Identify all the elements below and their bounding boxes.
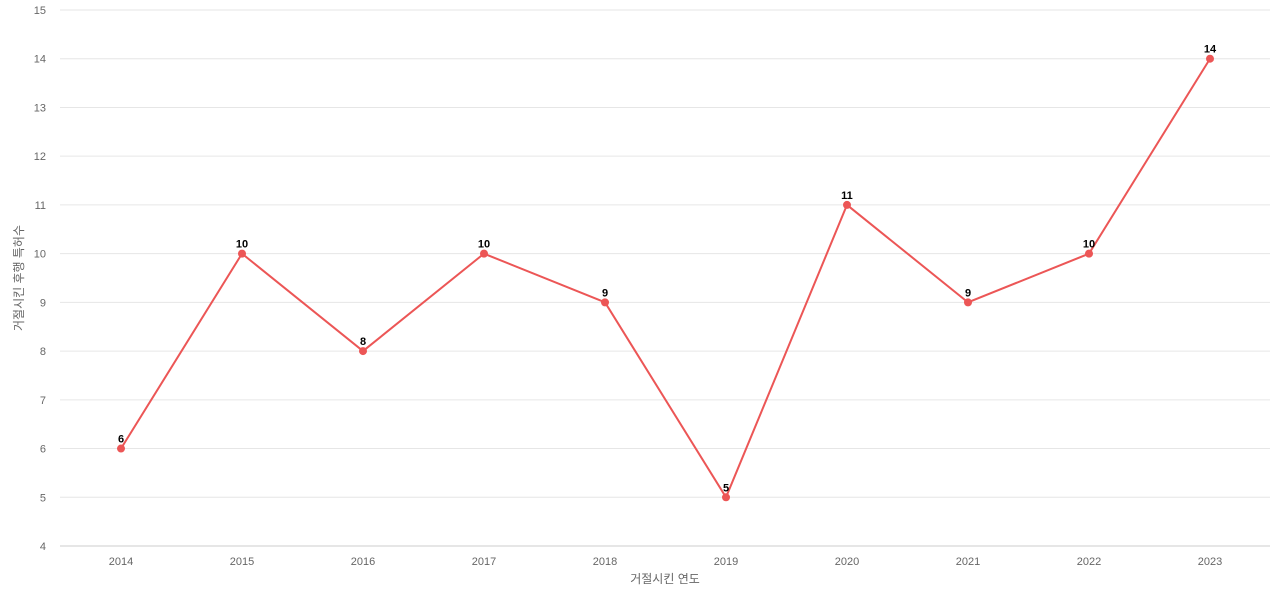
y-axis-ticks: 4 5 6 7 8 9 10 11 12 13 14 15 [34, 5, 46, 553]
data-point[interactable] [843, 200, 851, 209]
data-label: 11 [841, 190, 853, 202]
y-tick-label: 4 [40, 541, 46, 553]
y-tick-label: 8 [40, 346, 46, 358]
data-point[interactable] [359, 347, 367, 356]
y-tick-label: 7 [40, 395, 46, 407]
grid-lines [60, 9, 1270, 547]
data-point[interactable] [480, 249, 488, 258]
x-tick-label: 2022 [1077, 556, 1101, 568]
x-tick-label: 2015 [230, 556, 254, 568]
data-point[interactable] [238, 249, 246, 258]
data-label: 5 [723, 482, 729, 494]
data-labels: 6 10 8 10 9 5 11 9 10 14 [118, 44, 1217, 495]
y-tick-label: 14 [34, 54, 46, 66]
data-label: 10 [236, 239, 248, 251]
y-tick-label: 11 [35, 200, 46, 212]
x-tick-label: 2020 [835, 556, 859, 568]
series-line [120, 58, 1211, 500]
data-label: 14 [1204, 44, 1217, 56]
data-point[interactable] [117, 444, 125, 453]
x-tick-label: 2017 [472, 556, 496, 568]
y-tick-label: 13 [34, 102, 46, 114]
y-tick-label: 15 [34, 5, 46, 17]
x-axis-ticks: 2014 2015 2016 2017 2018 2019 2020 2021 2022 2023 [109, 556, 1222, 568]
y-axis-title: 거절시킨 후행 특허수 [11, 225, 26, 331]
data-point[interactable] [1085, 249, 1093, 258]
data-label: 6 [118, 434, 124, 446]
data-label: 9 [965, 287, 971, 299]
y-tick-label: 12 [34, 151, 46, 163]
x-tick-label: 2023 [1198, 556, 1222, 568]
data-point[interactable] [722, 493, 730, 502]
x-tick-label: 2018 [593, 556, 617, 568]
y-tick-label: 9 [40, 297, 46, 309]
data-label: 10 [1083, 239, 1095, 251]
y-tick-label: 10 [34, 249, 46, 261]
data-label: 8 [360, 336, 366, 348]
data-label: 9 [602, 287, 608, 299]
data-point[interactable] [601, 298, 609, 307]
y-tick-label: 5 [40, 492, 46, 504]
data-label: 10 [478, 239, 490, 251]
x-tick-label: 2014 [109, 556, 133, 568]
y-tick-label: 6 [40, 444, 46, 456]
x-axis-title: 거절시킨 연도 [630, 572, 700, 586]
x-tick-label: 2021 [956, 556, 980, 568]
x-tick-label: 2019 [714, 556, 738, 568]
x-tick-label: 2016 [351, 556, 375, 568]
series-layer [117, 54, 1214, 502]
data-point[interactable] [1206, 54, 1214, 63]
data-point[interactable] [964, 298, 972, 307]
